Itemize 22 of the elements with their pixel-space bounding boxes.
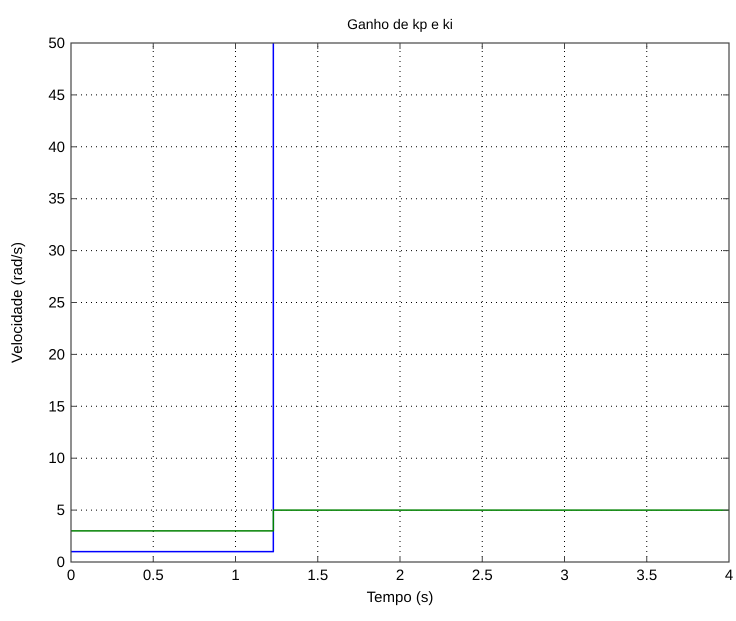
x-tick-label: 1 bbox=[231, 567, 240, 584]
x-tick-label: 2 bbox=[396, 567, 404, 584]
y-tick-label: 15 bbox=[48, 398, 65, 416]
y-tick-label: 30 bbox=[48, 242, 65, 260]
x-tick-label: 0.5 bbox=[142, 567, 164, 584]
x-tick-label: 3.5 bbox=[636, 567, 658, 584]
y-tick-label: 20 bbox=[48, 346, 65, 364]
x-axis-title: Tempo (s) bbox=[366, 589, 434, 606]
y-tick-label: 45 bbox=[48, 86, 65, 104]
y-tick-label: 0 bbox=[56, 554, 65, 571]
x-tick-label: 3 bbox=[560, 567, 569, 584]
y-tick-label: 10 bbox=[48, 450, 65, 468]
y-tick-label: 40 bbox=[48, 138, 65, 156]
y-tick-label: 25 bbox=[48, 294, 65, 312]
y-tick-label: 5 bbox=[56, 502, 65, 520]
y-tick-label: 50 bbox=[48, 35, 65, 52]
x-tick-label: 1.5 bbox=[307, 567, 328, 584]
x-tick-label: 2.5 bbox=[472, 567, 493, 584]
y-axis-title: Velocidade (rad/s) bbox=[9, 242, 26, 363]
x-tick-label: 4 bbox=[724, 567, 734, 584]
y-tick-label: 35 bbox=[48, 190, 65, 208]
chart-title: Ganho de kp e ki bbox=[347, 16, 453, 32]
